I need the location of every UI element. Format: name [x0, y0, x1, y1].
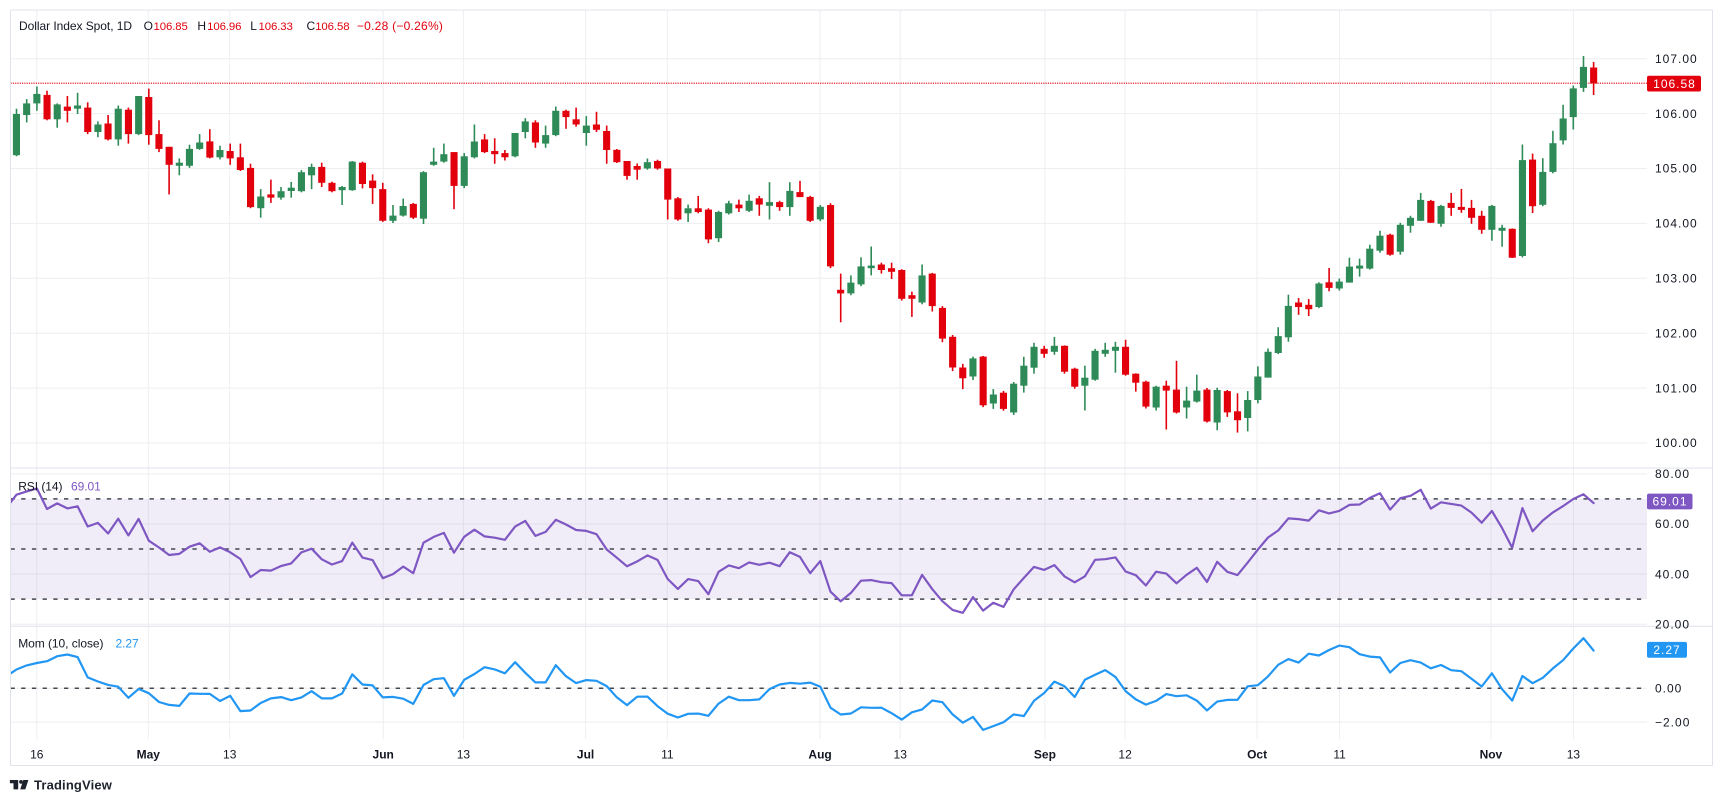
svg-text:O: O — [144, 19, 153, 33]
svg-text:69.01: 69.01 — [71, 479, 101, 493]
svg-text:May: May — [137, 748, 161, 762]
svg-text:13: 13 — [223, 748, 237, 762]
svg-text:16: 16 — [30, 748, 44, 762]
svg-text:Jul: Jul — [577, 748, 594, 762]
svg-text:107.00: 107.00 — [1655, 52, 1698, 66]
svg-text:Oct: Oct — [1247, 748, 1267, 762]
svg-text:13: 13 — [1567, 748, 1581, 762]
svg-text:Dollar Index Spot, 1D: Dollar Index Spot, 1D — [19, 19, 132, 33]
svg-text:40.00: 40.00 — [1655, 567, 1690, 581]
svg-text:106.58: 106.58 — [1653, 77, 1696, 91]
svg-text:Nov: Nov — [1480, 748, 1503, 762]
svg-text:106.33: 106.33 — [259, 21, 293, 33]
svg-text:Sep: Sep — [1034, 748, 1056, 762]
svg-text:RSI (14): RSI (14) — [18, 479, 62, 493]
svg-text:60.00: 60.00 — [1655, 517, 1690, 531]
svg-text:102.00: 102.00 — [1655, 326, 1698, 340]
svg-text:H: H — [197, 19, 206, 33]
svg-text:Mom (10, close): Mom (10, close) — [18, 637, 103, 651]
svg-text:0.00: 0.00 — [1655, 682, 1682, 696]
svg-text:106.00: 106.00 — [1655, 107, 1698, 121]
svg-text:106.96: 106.96 — [207, 21, 241, 33]
svg-text:13: 13 — [457, 748, 471, 762]
svg-text:100.00: 100.00 — [1655, 436, 1698, 450]
svg-text:11: 11 — [1333, 748, 1346, 762]
svg-text:105.00: 105.00 — [1655, 162, 1698, 176]
svg-text:13: 13 — [894, 748, 908, 762]
svg-text:−0.28 (−0.26%): −0.28 (−0.26%) — [357, 19, 443, 33]
svg-text:101.00: 101.00 — [1655, 381, 1698, 395]
svg-text:TradingView: TradingView — [34, 778, 113, 793]
svg-text:2.27: 2.27 — [1653, 643, 1680, 657]
svg-text:106.85: 106.85 — [154, 21, 188, 33]
svg-text:80.00: 80.00 — [1655, 467, 1690, 481]
svg-text:69.01: 69.01 — [1652, 495, 1687, 509]
svg-text:C: C — [307, 19, 316, 33]
svg-text:12: 12 — [1118, 748, 1132, 762]
svg-text:103.00: 103.00 — [1655, 272, 1698, 286]
svg-text:−2.00: −2.00 — [1655, 715, 1690, 729]
svg-text:20.00: 20.00 — [1655, 617, 1690, 631]
svg-text:Jun: Jun — [373, 748, 394, 762]
svg-text:106.58: 106.58 — [315, 21, 349, 33]
svg-text:104.00: 104.00 — [1655, 217, 1698, 231]
svg-text:L: L — [250, 19, 257, 33]
svg-text:2.27: 2.27 — [116, 637, 140, 651]
svg-text:11: 11 — [661, 748, 674, 762]
svg-text:Aug: Aug — [808, 748, 831, 762]
